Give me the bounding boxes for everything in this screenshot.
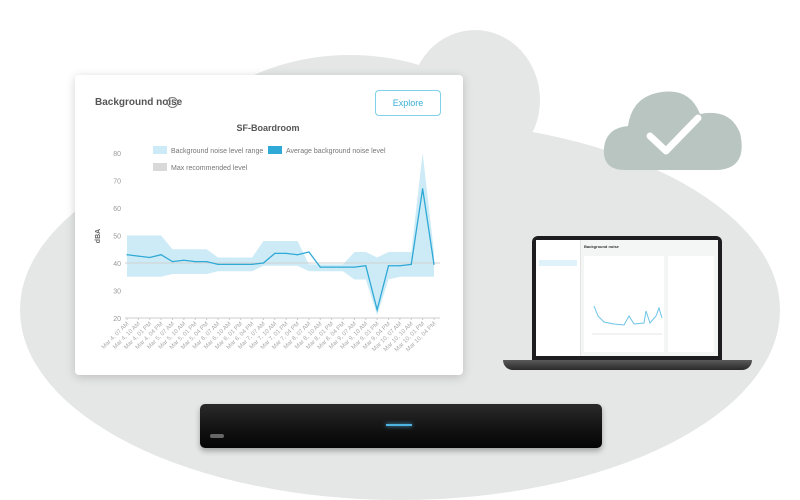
y-axis-label: dBA xyxy=(95,229,102,243)
average-point xyxy=(171,261,174,263)
background-noise-card: Background noise i Explore xyxy=(75,75,463,375)
legend-swatch-average xyxy=(268,146,282,154)
legend-average: Average background noise level xyxy=(286,148,386,155)
laptop-chart-panel xyxy=(584,256,664,352)
average-point xyxy=(410,263,412,265)
laptop-app: Background noise xyxy=(536,240,718,356)
chart-title: SF-Boardroom xyxy=(237,123,300,133)
average-point xyxy=(194,261,196,263)
average-point xyxy=(376,309,378,311)
average-point xyxy=(137,255,139,257)
average-point xyxy=(251,263,253,265)
average-point xyxy=(331,266,333,268)
average-point xyxy=(183,259,185,261)
average-point xyxy=(296,254,299,256)
range-band xyxy=(127,153,434,316)
card-title: Background noise xyxy=(95,97,183,108)
y-tick-label: 20 xyxy=(113,316,121,323)
laptop-filter-panel xyxy=(668,256,714,352)
average-point xyxy=(217,263,219,265)
average-point xyxy=(422,188,424,190)
y-tick-label: 80 xyxy=(113,151,121,158)
status-light xyxy=(386,424,412,426)
average-point xyxy=(353,266,356,268)
average-point xyxy=(433,263,435,265)
explore-button[interactable]: Explore xyxy=(375,90,441,116)
average-point xyxy=(387,265,390,267)
device-logo xyxy=(210,434,224,438)
laptop-screen: Background noise xyxy=(532,236,722,360)
average-point xyxy=(228,263,230,265)
average-point xyxy=(365,265,367,267)
laptop-title: Background noise xyxy=(584,244,619,249)
average-point xyxy=(342,266,344,268)
average-point xyxy=(399,265,401,267)
laptop-sidebar-item xyxy=(539,260,577,266)
laptop-base xyxy=(503,360,752,370)
average-point xyxy=(240,263,242,265)
y-tick-label: 50 xyxy=(113,234,121,241)
legend-swatch-range xyxy=(153,146,167,154)
y-tick-label: 30 xyxy=(113,289,121,296)
y-tick-label: 70 xyxy=(113,179,121,186)
average-point xyxy=(149,256,151,259)
legend-range: Background noise level range xyxy=(171,148,263,155)
info-circle-icon[interactable]: i xyxy=(167,97,178,108)
legend-swatch-max xyxy=(153,163,167,171)
average-line xyxy=(126,188,435,313)
laptop-sidebar xyxy=(536,240,581,356)
average-point xyxy=(262,262,265,264)
cloud-check-icon xyxy=(603,91,742,170)
average-point xyxy=(308,251,310,253)
average-point xyxy=(319,266,321,268)
legend-max: Max recommended level xyxy=(171,165,248,172)
laptop-mini-chart xyxy=(592,305,663,335)
average-point xyxy=(205,261,208,263)
average-point xyxy=(285,252,287,254)
y-tick-label: 60 xyxy=(113,206,121,213)
y-tick-label: 40 xyxy=(113,261,121,268)
average-point xyxy=(126,254,128,256)
average-point xyxy=(274,252,276,254)
soundbar-device xyxy=(200,404,602,448)
average-point xyxy=(160,254,162,256)
